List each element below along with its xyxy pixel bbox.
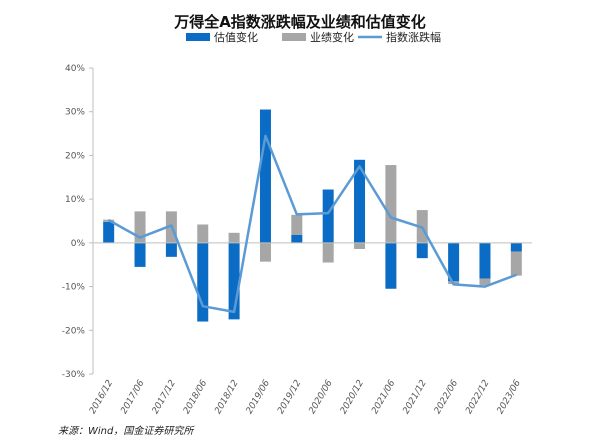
index-point [296, 213, 298, 216]
index-point [484, 285, 486, 288]
bars [103, 109, 522, 322]
x-tick-label: 2021/06 [370, 378, 397, 416]
index-point [264, 134, 267, 137]
bar-valuation [165, 242, 177, 257]
bar-earnings [228, 232, 240, 243]
bar-valuation [259, 109, 271, 243]
y-tick-label: -10% [62, 283, 86, 293]
index-line [108, 134, 517, 314]
bar-valuation [134, 242, 146, 267]
legend-label-valuation: 估值变化 [214, 30, 258, 44]
bar-earnings [259, 242, 271, 262]
y-tick-label: -30% [62, 370, 86, 380]
bar-valuation [510, 242, 522, 252]
bar-valuation [416, 242, 428, 259]
x-tick-label: 2022/06 [433, 378, 460, 416]
bar-valuation [228, 242, 240, 320]
bar-earnings [322, 242, 334, 263]
legend-swatch-earnings [282, 33, 306, 41]
index-line-layer [107, 134, 518, 314]
index-point [107, 219, 110, 221]
bar-valuation [385, 242, 397, 289]
bar-valuation [479, 242, 491, 279]
y-tick-label: 10% [65, 195, 85, 205]
x-tick-label: 2019/12 [276, 378, 303, 416]
bar-earnings [510, 251, 522, 276]
index-point [233, 311, 235, 313]
bar-valuation [322, 189, 334, 243]
x-tick-label: 2019/06 [245, 378, 272, 416]
x-tick-label: 2022/12 [464, 378, 491, 416]
bar-valuation [448, 242, 460, 282]
bar-earnings [134, 211, 146, 243]
x-tick-label: 2018/12 [213, 378, 240, 416]
index-point [358, 165, 361, 168]
legend-label-earnings: 业绩变化 [310, 30, 354, 44]
y-tick-label: 30% [65, 108, 85, 118]
chart-title: 万得全A指数涨跌幅及业绩和估值变化 [173, 13, 426, 31]
bar-earnings [385, 165, 397, 243]
index-point [452, 283, 455, 286]
x-tick-label: 2018/06 [182, 378, 209, 416]
legend-label-index: 指数涨跌幅 [386, 30, 441, 44]
y-tick-label: 40% [65, 64, 85, 74]
x-tick-label: 2017/06 [119, 378, 146, 416]
x-tick-label: 2020/12 [339, 378, 366, 416]
x-tick-label: 2017/12 [151, 378, 178, 416]
bar-earnings [291, 214, 303, 235]
legend-swatch-valuation [186, 33, 210, 41]
bar-valuation [197, 242, 209, 322]
index-point [390, 216, 392, 219]
x-axis: 2016/12 2017/06 2017/12 2018/06 2018/12 2019/… [88, 378, 523, 416]
y-tick-label: 0% [71, 239, 86, 249]
y-tick-label: -20% [62, 326, 86, 336]
y-axis: 40% 30% 20% 10% 0% -10% -20% -30% [62, 64, 94, 380]
bar-valuation [291, 234, 303, 243]
legend: 估值变化 业绩变化 指数涨跌幅 [186, 30, 441, 44]
bar-earnings [197, 224, 209, 243]
index-point [139, 236, 141, 239]
index-point [201, 305, 204, 308]
index-point [170, 224, 173, 227]
bar-valuation [354, 159, 366, 243]
bar-earnings [479, 278, 491, 286]
x-tick-label: 2023/06 [496, 378, 523, 416]
y-tick-label: 20% [65, 151, 85, 161]
index-point [515, 273, 518, 276]
bar-valuation [103, 221, 115, 243]
index-point [327, 212, 329, 214]
x-tick-label: 2020/06 [307, 378, 334, 416]
x-tick-label: 2021/12 [401, 378, 428, 416]
x-tick-label: 2016/12 [88, 378, 115, 416]
bar-earnings [354, 242, 366, 249]
source-note: 来源：Wind，国金证券研究所 [58, 425, 195, 437]
index-point [421, 226, 424, 229]
